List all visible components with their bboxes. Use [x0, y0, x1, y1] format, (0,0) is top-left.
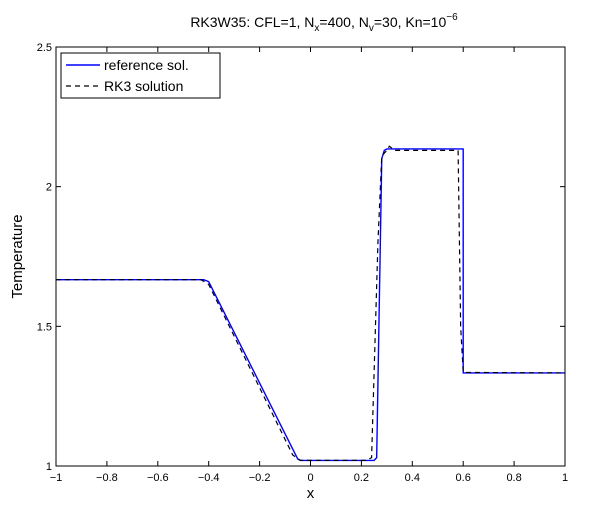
x-tick-label: 0.8: [506, 472, 521, 484]
x-axis-label: x: [307, 485, 315, 502]
legend-box: [60, 52, 221, 99]
x-tick-label: 1: [562, 472, 568, 484]
y-tick-label: 1: [46, 461, 52, 473]
x-tick-label: 0.4: [405, 472, 420, 484]
legend-label-reference: reference sol.: [104, 57, 189, 73]
legend-label-rk3: RK3 solution: [104, 78, 183, 94]
x-axis-ticks: −1 −0.8 −0.6 −0.4 −0.2 0 0.2 0.4 0.6 0.8 1: [50, 47, 568, 484]
x-tick-label: −0.4: [198, 472, 220, 484]
y-tick-label: 1.5: [37, 321, 52, 333]
chart-title: RK3W35: CFL=1, Nx=400, Nv=30, Kn=10−6: [190, 12, 458, 34]
y-tick-label: 2: [46, 182, 52, 194]
chart-title-prefix: RK3W35: CFL=1, N: [190, 14, 314, 30]
x-tick-label: 0: [307, 472, 313, 484]
x-tick-label: 0.6: [456, 472, 471, 484]
legend: reference sol. RK3 solution: [60, 52, 221, 99]
chart-title-mid1: =400, N: [319, 14, 368, 30]
x-tick-label: −1: [50, 472, 63, 484]
chart-title-exponent: −6: [446, 12, 458, 23]
y-axis-label: Temperature: [9, 214, 26, 298]
x-tick-label: −0.8: [96, 472, 118, 484]
series-layer: [56, 145, 566, 462]
x-tick-label: 0.2: [354, 472, 369, 484]
x-tick-label: −0.6: [147, 472, 169, 484]
series-line-reference: [56, 148, 565, 462]
x-tick-label: −0.2: [249, 472, 271, 484]
y-axis-ticks: 1 1.5 2 2.5: [37, 42, 565, 473]
y-tick-label: 2.5: [37, 42, 52, 54]
plot-area: [56, 47, 565, 466]
chart-title-sub-x: x: [314, 23, 319, 34]
chart-title-mid2: =30, Kn=10: [374, 14, 447, 30]
chart-title-sub-v: v: [369, 23, 374, 34]
